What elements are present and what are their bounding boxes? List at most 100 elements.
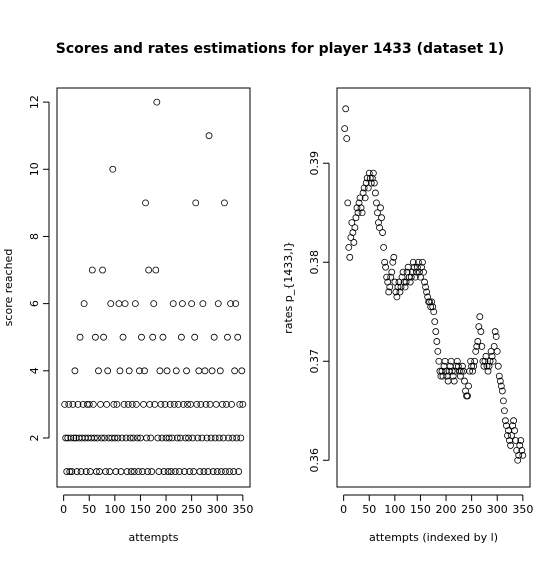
point — [182, 434, 189, 442]
point — [358, 209, 366, 217]
x-tick-label: 100 — [104, 503, 125, 516]
point — [192, 199, 200, 207]
point — [399, 268, 407, 276]
point — [479, 357, 487, 365]
point — [183, 367, 190, 375]
point — [350, 239, 358, 246]
point — [128, 400, 136, 408]
x-axis-label: attempts — [129, 531, 179, 544]
point — [429, 303, 437, 311]
point — [439, 372, 447, 380]
point — [158, 434, 166, 442]
point — [215, 434, 223, 442]
point — [198, 434, 206, 442]
point — [193, 400, 201, 408]
point — [221, 199, 228, 207]
point — [456, 372, 464, 380]
point — [131, 300, 139, 308]
x-tick-label: 200 — [156, 503, 177, 516]
point — [383, 273, 391, 281]
y-tick-label: 8 — [28, 233, 41, 240]
point — [139, 468, 146, 475]
x-tick-label: 250 — [461, 503, 482, 516]
point — [514, 456, 522, 464]
point — [99, 266, 106, 274]
point — [431, 318, 439, 326]
point — [515, 451, 523, 459]
point — [174, 400, 182, 408]
point — [238, 367, 246, 375]
point — [342, 105, 350, 113]
point — [375, 219, 382, 227]
point — [149, 333, 157, 341]
point — [420, 268, 427, 276]
point — [426, 298, 434, 306]
point — [230, 468, 238, 475]
x-tick-label: 200 — [436, 503, 457, 516]
point — [93, 468, 100, 475]
point — [91, 333, 99, 341]
point — [432, 328, 440, 335]
point — [214, 300, 222, 308]
point — [185, 434, 192, 442]
point — [236, 400, 244, 408]
point — [417, 273, 424, 281]
point — [127, 468, 135, 475]
y-tick-label: 4 — [28, 367, 41, 374]
point — [168, 434, 176, 442]
point — [80, 300, 88, 308]
point — [200, 468, 208, 475]
point — [146, 400, 154, 408]
point — [433, 338, 441, 345]
point — [402, 278, 410, 286]
point — [497, 382, 505, 390]
point — [104, 367, 112, 375]
y-axis-label: rates p_{1433,l} — [282, 241, 295, 334]
point — [511, 427, 519, 434]
point — [512, 437, 520, 444]
point — [114, 434, 122, 442]
panel: 0 50 100 150 200 250 300 350 2 4 6 8 10 12 attempts sco… — [2, 87, 253, 544]
point — [510, 417, 518, 425]
y-tick-label: 0.38 — [308, 250, 321, 275]
point — [68, 468, 76, 475]
point — [205, 132, 213, 140]
x-tick-label: 350 — [512, 503, 533, 516]
point — [498, 387, 506, 395]
point — [165, 434, 173, 442]
point — [376, 224, 383, 232]
point — [380, 244, 387, 251]
point — [490, 343, 498, 350]
point — [172, 367, 180, 375]
point — [201, 367, 209, 375]
point — [129, 434, 137, 442]
point — [406, 278, 414, 286]
point — [226, 468, 233, 475]
point — [63, 468, 71, 475]
point — [130, 468, 138, 475]
point — [434, 347, 442, 355]
plot-frame — [56, 87, 251, 488]
point — [120, 400, 128, 408]
point — [373, 199, 380, 207]
point — [364, 184, 372, 192]
point — [351, 224, 359, 232]
point — [381, 258, 389, 266]
point — [217, 468, 225, 475]
point — [428, 298, 436, 306]
point — [107, 300, 115, 308]
point — [132, 400, 140, 408]
point — [148, 468, 156, 475]
point — [141, 367, 148, 375]
point — [231, 367, 239, 375]
point — [379, 229, 386, 236]
point — [477, 328, 485, 335]
point — [101, 434, 109, 442]
point — [216, 367, 224, 375]
point — [348, 219, 356, 227]
point — [470, 362, 478, 370]
y-tick-label: 0.39 — [308, 151, 321, 176]
y-tick-label: 12 — [28, 95, 41, 109]
point — [494, 362, 502, 370]
